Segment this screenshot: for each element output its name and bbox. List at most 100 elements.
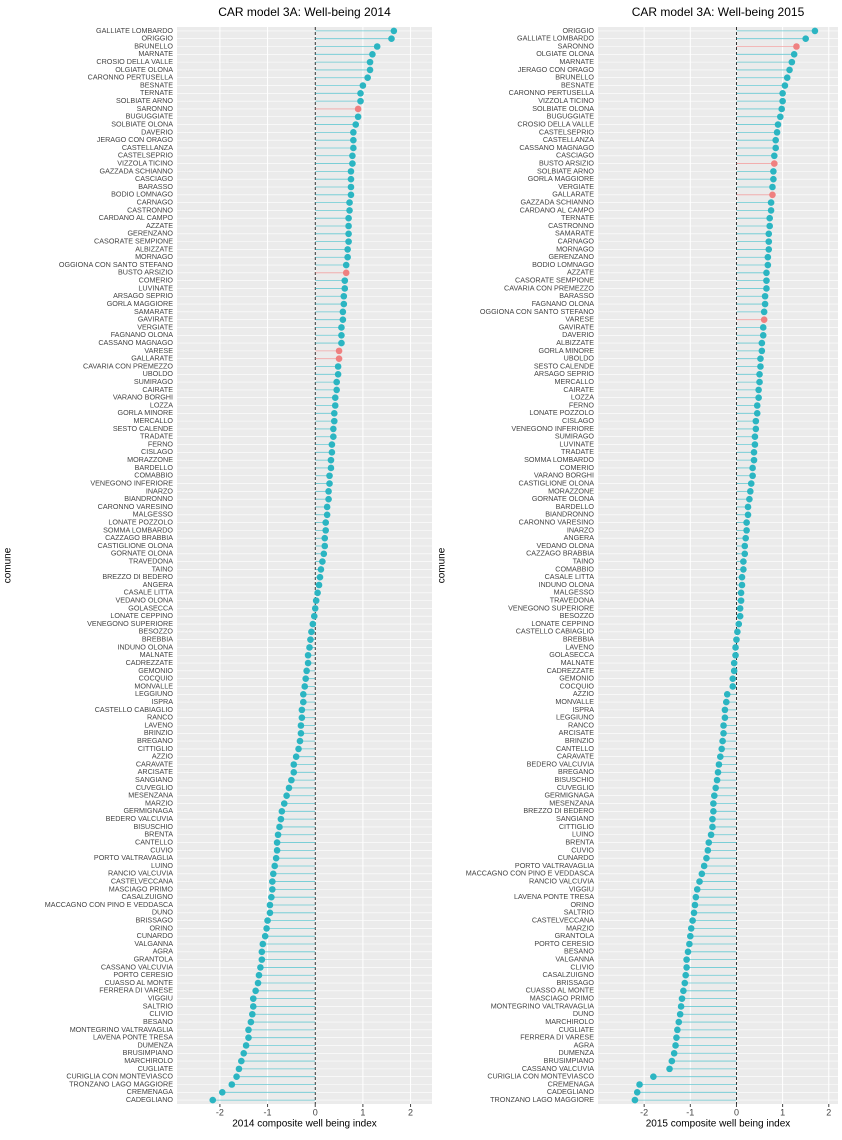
point [285,784,293,792]
y-tick-label: AGRA [574,1040,595,1049]
point [366,66,374,74]
point [772,144,779,152]
point [357,97,364,105]
y-tick-label: OLGIATE OLONA [536,49,594,58]
y-tick-label: MERCALLO [133,416,173,425]
point [682,971,689,979]
point [755,386,762,394]
y-tick-label: MONVALLE [555,697,594,706]
point [744,511,752,519]
point [321,534,329,542]
y-tick-label: COMERIO [560,463,595,472]
point [743,519,750,526]
y-tick-label: BUGUGGIATE [547,112,595,121]
y-tick-label: BRINZIO [144,728,174,737]
y-tick-label: MASCIAGO PRIMO [109,884,174,893]
y-tick-label: VENEGONO SUPERIORE [508,603,594,612]
point [771,152,778,160]
y-tick-label: MESENZANA [549,798,594,807]
point [709,815,716,823]
y-tick-label: LAVENA PONTE TRESA [514,892,594,901]
point [309,620,317,628]
y-tick-label: CAVARIA CON PREMEZZO [83,361,173,370]
point [328,441,336,448]
y-tick-label: ORINO [149,923,173,932]
point [713,776,721,784]
y-tick-label: OLGIATE OLONA [115,65,173,74]
y-tick-label: BREZZO DI BEDERO [102,572,173,581]
x-tick-label: 2 [408,1107,413,1117]
y-tick-label: RANCO [147,713,173,722]
point [770,175,777,183]
y-tick-label: LAVENO [144,720,173,729]
y-tick-label: CASTELLANZA [122,143,173,152]
y-tick-label: SUMIRAGO [555,432,595,441]
point [242,1042,250,1049]
point [750,456,758,464]
point [650,1073,657,1080]
point [717,753,724,761]
point [718,745,725,753]
y-tick-label: CARONNO VARESINO [519,517,595,526]
point [677,1003,685,1010]
y-tick-label: BESOZZO [560,611,595,620]
y-tick-label: CASORATE SEMPIONE [94,237,173,246]
point [320,550,328,558]
y-tick-label: CARAVATE [136,759,173,768]
point [306,644,313,651]
y-tick-label: VARANO BORGHI [534,471,594,480]
y-tick-label: CREMENAGA [127,1087,174,1096]
y-tick-label: CITTIGLIO [559,822,595,831]
point [354,113,362,121]
point [272,854,280,862]
point [696,878,703,885]
point [767,207,775,214]
point [278,808,286,815]
y-tick-label: CISLAGO [562,416,594,425]
point [273,847,281,854]
y-tick-label: BISUSCHIO [554,775,594,784]
y-tick-label: FERNO [148,439,174,448]
point [714,769,722,776]
y-tick-label: CASALE LITTA [545,572,595,581]
y-tick-label: CLIVIO [149,1009,173,1018]
point [344,246,351,253]
y-tick-label: BUSTO ARSIZIO [539,158,594,167]
y-tick-label: CUASSO AL MONTE [105,978,174,987]
point [720,722,727,729]
y-tick-label: GORLA MAGGIORE [528,174,595,183]
point [349,152,356,160]
x-axis-label: 2015 composite well being index [646,1119,791,1130]
y-tick-label: CROSIO DELLA VALLE [96,57,173,66]
point [345,214,352,222]
point [346,207,353,214]
point [686,940,693,948]
point [249,1003,257,1010]
y-tick-label: BREGANO [558,767,594,776]
y-tick-label: LONATE CEPPINO [110,611,173,620]
y-tick-label: CARDANO AL CAMPO [520,205,595,214]
y-tick-label: BODIO LOMNAGO [532,260,594,269]
y-tick-label: SESTO CALENDE [534,361,594,370]
point [304,659,312,667]
y-tick-label: CASALE LITTA [124,588,174,597]
x-tick-label: -2 [216,1107,224,1117]
point [357,90,364,97]
point [672,1042,679,1049]
point [273,839,281,846]
point [312,597,320,604]
y-tick-label: OGGIONA CON SANTO STEFANO [59,260,173,269]
point [633,1088,641,1096]
y-tick-label: CARDANO AL CAMPO [99,213,174,222]
y-tick-label: CUVIO [150,845,173,854]
point [683,964,690,971]
point [668,1057,676,1065]
point [277,815,285,823]
point [366,58,374,66]
y-tick-label: FAGNANO OLONA [532,299,595,308]
plot-panel [177,27,432,1104]
y-tick-label: VERGIATE [558,182,594,191]
point [350,129,357,136]
y-tick-label: BIANDRONNO [545,510,594,519]
point [288,776,295,784]
